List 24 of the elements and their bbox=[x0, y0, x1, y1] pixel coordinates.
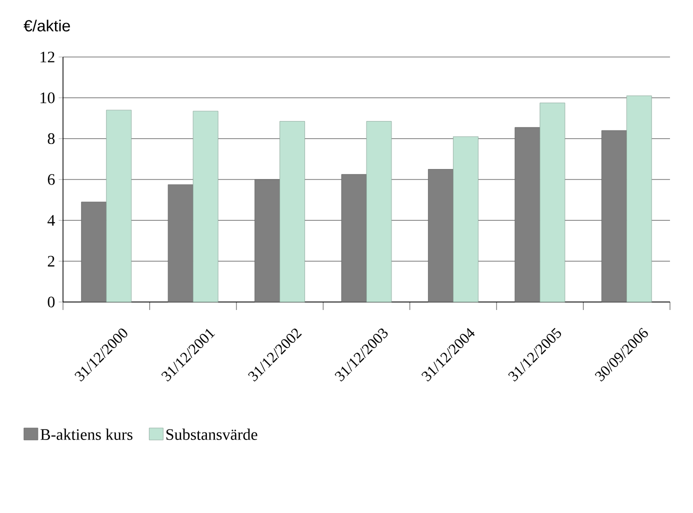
legend-label: Substansvärde bbox=[166, 428, 258, 440]
bar bbox=[341, 174, 367, 302]
y-tick-label: 8 bbox=[48, 133, 55, 144]
y-tick-label: 4 bbox=[48, 215, 55, 226]
y-tick-label: 2 bbox=[48, 256, 54, 266]
bar bbox=[428, 169, 454, 302]
bar bbox=[254, 179, 280, 302]
bar bbox=[626, 96, 652, 302]
bar bbox=[453, 136, 478, 302]
bar bbox=[192, 110, 218, 302]
y-tick-label: 10 bbox=[40, 92, 55, 104]
bar bbox=[514, 127, 540, 302]
bar bbox=[81, 202, 107, 302]
legend-label: B-aktiens kurs bbox=[40, 428, 132, 440]
y-axis-title: €/aktie bbox=[24, 20, 70, 32]
bar bbox=[540, 102, 566, 302]
bar bbox=[366, 121, 392, 302]
y-tick-label: 6 bbox=[48, 174, 55, 185]
bar bbox=[168, 184, 194, 302]
bar bbox=[601, 130, 627, 302]
y-tick-label: 12 bbox=[40, 52, 54, 62]
bar bbox=[280, 121, 305, 302]
bar bbox=[106, 110, 132, 302]
y-tick-label: 0 bbox=[48, 296, 55, 308]
